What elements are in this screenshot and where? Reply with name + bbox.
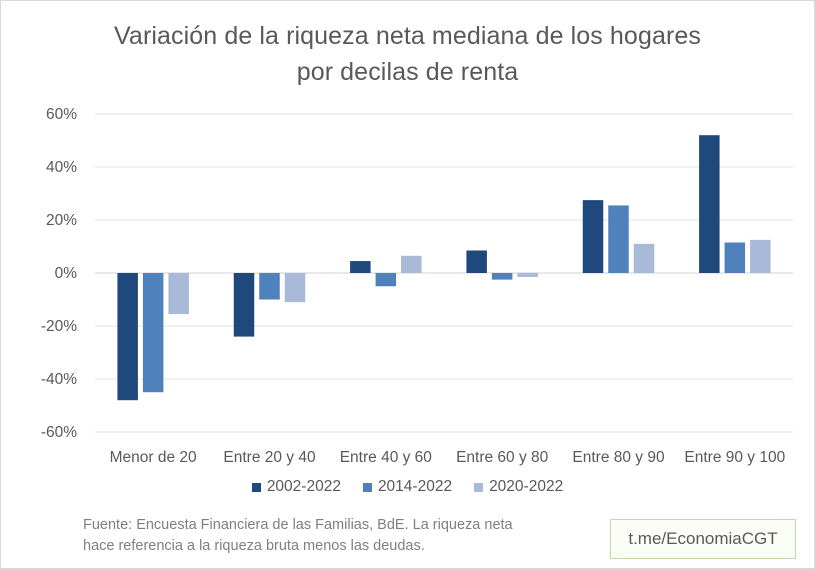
x-category-label: Menor de 20 — [110, 449, 197, 466]
chart-title: Variación de la riqueza neta mediana de … — [114, 22, 701, 50]
bar — [517, 273, 538, 277]
bar — [466, 250, 487, 273]
legend-label: 2002-2022 — [266, 478, 341, 495]
x-axis-labels: Menor de 20 Entre 20 y 40 Entre 40 y 60 Ent… — [110, 449, 786, 466]
bar — [582, 200, 604, 273]
y-axis-ticks: -60% -40% -20% 0% 20% 40% 60% — [41, 106, 77, 441]
y-tick-label: -40% — [41, 371, 77, 388]
bar — [633, 243, 655, 273]
legend-swatch — [474, 482, 484, 492]
bar — [233, 273, 255, 337]
bar — [750, 239, 771, 273]
bar — [117, 273, 138, 401]
x-category-label: Entre 20 y 40 — [223, 449, 316, 466]
footnote-line-1: Fuente: Encuesta Financiera de las Famil… — [83, 517, 513, 533]
bar — [401, 255, 422, 273]
channel-handle: t.me/EconomiaCGT — [610, 519, 796, 559]
y-tick-label: -20% — [41, 318, 77, 335]
legend-item: 2020-2022 — [474, 478, 563, 496]
bar — [350, 261, 371, 273]
bars — [117, 135, 771, 401]
bar — [259, 273, 280, 300]
legend: 2002-2022 2014-2022 2020-2022 — [0, 478, 815, 496]
legend-swatch — [362, 482, 372, 492]
legend-swatch — [251, 482, 261, 492]
x-category-label: Entre 90 y 100 — [684, 449, 785, 466]
legend-label: 2014-2022 — [377, 478, 453, 495]
x-category-label: Entre 80 y 90 — [572, 449, 665, 466]
footnote-line-2: hace referencia a la riqueza bruta menos… — [83, 538, 425, 554]
y-tick-label: 0% — [55, 265, 78, 282]
bar — [608, 205, 629, 273]
bar — [168, 273, 189, 315]
x-category-label: Entre 60 y 80 — [456, 449, 549, 466]
legend-item: 2002-2022 — [251, 478, 341, 496]
gridlines — [95, 113, 793, 433]
legend-item: 2014-2022 — [362, 478, 453, 496]
y-tick-label: 60% — [46, 106, 77, 123]
bar — [142, 273, 164, 393]
footnote: Fuente: Encuesta Financiera de las Famil… — [83, 515, 603, 557]
bar — [491, 273, 513, 280]
x-category-label: Entre 40 y 60 — [340, 449, 433, 466]
bar — [284, 273, 306, 303]
bar — [699, 135, 720, 273]
y-tick-label: 40% — [46, 159, 77, 176]
bar — [375, 273, 397, 287]
bar — [724, 242, 746, 273]
y-tick-label: 20% — [46, 212, 77, 229]
legend-label: 2020-2022 — [489, 478, 564, 495]
y-tick-label: -60% — [41, 424, 77, 441]
chart-subtitle: por decilas de renta — [296, 58, 519, 86]
